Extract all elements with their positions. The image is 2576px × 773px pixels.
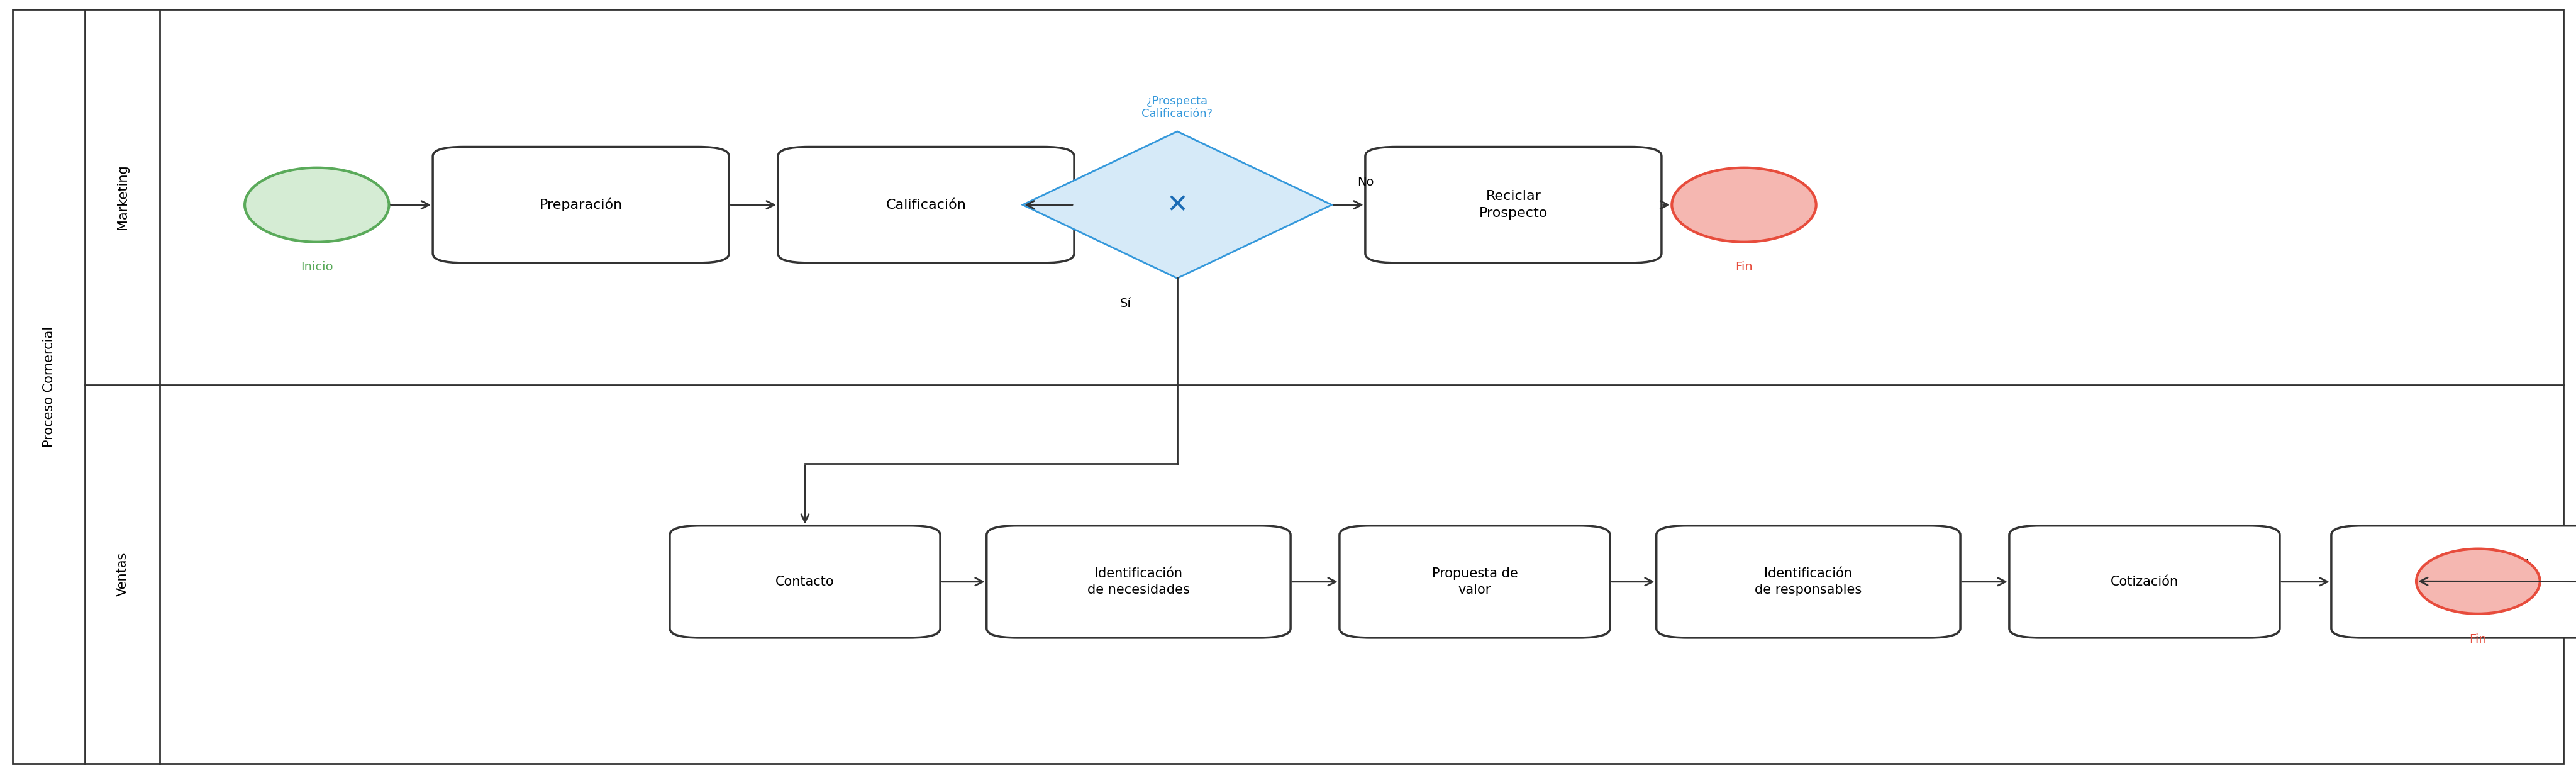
Text: Proceso Comercial: Proceso Comercial bbox=[44, 326, 54, 447]
Text: ¿Prospecta
Calificación?: ¿Prospecta Calificación? bbox=[1141, 95, 1213, 120]
Ellipse shape bbox=[2416, 549, 2540, 614]
Text: Fin: Fin bbox=[2470, 633, 2486, 645]
Text: ✕: ✕ bbox=[1167, 192, 1188, 218]
Text: Inicio: Inicio bbox=[301, 261, 332, 273]
Polygon shape bbox=[1023, 131, 1332, 278]
Text: Sí: Sí bbox=[1121, 298, 1131, 309]
FancyBboxPatch shape bbox=[670, 526, 940, 638]
Text: Propuesta de
valor: Propuesta de valor bbox=[1432, 567, 1517, 596]
FancyBboxPatch shape bbox=[2009, 526, 2280, 638]
Text: No: No bbox=[1358, 176, 1373, 188]
Ellipse shape bbox=[245, 168, 389, 242]
Text: Fin: Fin bbox=[1736, 261, 1752, 273]
FancyBboxPatch shape bbox=[433, 147, 729, 263]
FancyBboxPatch shape bbox=[778, 147, 1074, 263]
Text: Identificación
de responsables: Identificación de responsables bbox=[1754, 567, 1862, 596]
Text: Preparación: Preparación bbox=[538, 198, 623, 212]
Text: Negociación /
Manejo de
objeciones: Negociación / Manejo de objeciones bbox=[2439, 558, 2527, 605]
FancyBboxPatch shape bbox=[1340, 526, 1610, 638]
FancyBboxPatch shape bbox=[987, 526, 1291, 638]
Text: Contacto: Contacto bbox=[775, 575, 835, 588]
FancyBboxPatch shape bbox=[1365, 147, 1662, 263]
Text: Reciclar
Prospecto: Reciclar Prospecto bbox=[1479, 190, 1548, 220]
Text: Ventas: Ventas bbox=[116, 552, 129, 597]
Text: Cotización: Cotización bbox=[2110, 575, 2179, 588]
FancyBboxPatch shape bbox=[2331, 526, 2576, 638]
Text: Marketing: Marketing bbox=[116, 165, 129, 230]
FancyBboxPatch shape bbox=[1656, 526, 1960, 638]
Text: Calificación: Calificación bbox=[886, 199, 966, 211]
Ellipse shape bbox=[1672, 168, 1816, 242]
Text: Identificación
de necesidades: Identificación de necesidades bbox=[1087, 567, 1190, 596]
